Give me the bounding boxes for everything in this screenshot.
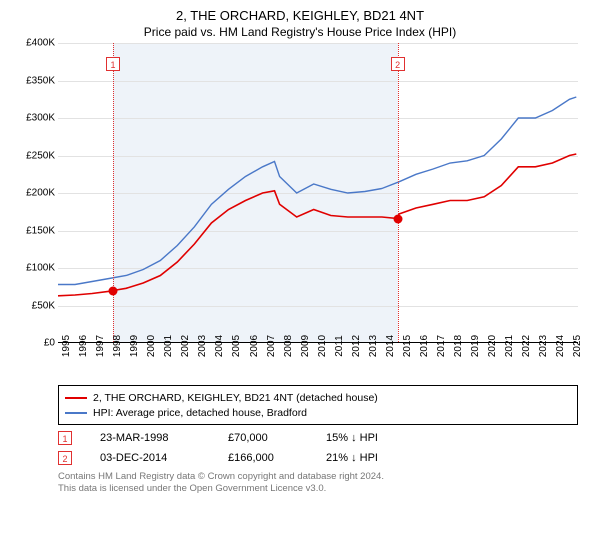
sale-diff: 21% ↓ HPI [326,452,426,464]
sale-marker: 2 [58,451,72,465]
legend-label: 2, THE ORCHARD, KEIGHLEY, BD21 4NT (deta… [93,392,378,404]
sale-price: £166,000 [228,452,298,464]
legend-item: 2, THE ORCHARD, KEIGHLEY, BD21 4NT (deta… [65,390,571,405]
sale-price: £70,000 [228,432,298,444]
series-line [58,154,576,296]
series-line [58,97,576,285]
y-axis-tick-label: £0 [10,338,55,349]
x-axis-tick-label: 2015 [402,335,413,357]
x-axis-tick-label: 2025 [572,335,583,357]
x-axis-tick-label: 2016 [419,335,430,357]
x-axis-tick-label: 2023 [538,335,549,357]
plot-region: 12 [58,43,578,343]
y-axis-tick-label: £300K [10,113,55,124]
x-axis-tick-label: 2014 [385,335,396,357]
x-axis-tick-label: 2001 [163,335,174,357]
x-axis-tick-label: 2011 [334,335,345,357]
sale-row: 1 23-MAR-1998 £70,000 15% ↓ HPI [58,431,590,445]
chart-container: 2, THE ORCHARD, KEIGHLEY, BD21 4NT Price… [0,0,600,504]
x-axis-tick-label: 1996 [78,335,89,357]
x-axis-tick-label: 2017 [436,335,447,357]
chart-title: 2, THE ORCHARD, KEIGHLEY, BD21 4NT [10,8,590,23]
x-axis-tick-label: 2020 [487,335,498,357]
x-axis-tick-label: 2012 [351,335,362,357]
legend-swatch [65,412,87,414]
x-axis-tick-label: 2019 [470,335,481,357]
sale-event-marker: 1 [106,57,120,71]
x-axis-tick-label: 2013 [368,335,379,357]
x-axis-tick-label: 1998 [112,335,123,357]
sale-event-marker: 2 [391,57,405,71]
sale-row: 2 03-DEC-2014 £166,000 21% ↓ HPI [58,451,590,465]
y-axis-tick-label: £250K [10,150,55,161]
sale-dot [393,214,402,223]
x-axis-tick-label: 2007 [266,335,277,357]
x-axis-tick-label: 1995 [61,335,72,357]
y-axis-tick-label: £200K [10,188,55,199]
x-axis-tick-label: 2021 [504,335,515,357]
sale-date: 03-DEC-2014 [100,452,200,464]
sale-date: 23-MAR-1998 [100,432,200,444]
legend: 2, THE ORCHARD, KEIGHLEY, BD21 4NT (deta… [58,385,578,425]
x-axis-tick-label: 2009 [300,335,311,357]
footer-line: Contains HM Land Registry data © Crown c… [58,471,578,483]
sale-dot [109,286,118,295]
sale-diff: 15% ↓ HPI [326,432,426,444]
x-axis-tick-label: 2006 [249,335,260,357]
x-axis-tick-label: 2018 [453,335,464,357]
y-axis-tick-label: £350K [10,75,55,86]
x-axis-tick-label: 2010 [317,335,328,357]
y-axis-tick-label: £100K [10,263,55,274]
chart-area: £0£50K£100K£150K£200K£250K£300K£350K£400… [10,43,590,383]
x-axis-tick-label: 2003 [197,335,208,357]
sale-event-line [398,43,399,342]
sales-table: 1 23-MAR-1998 £70,000 15% ↓ HPI 2 03-DEC… [58,431,590,465]
x-axis-tick-label: 2000 [146,335,157,357]
x-axis-tick-label: 2022 [521,335,532,357]
line-series-svg [58,43,578,343]
x-axis-tick-label: 2005 [231,335,242,357]
sale-marker: 1 [58,431,72,445]
legend-swatch [65,397,87,399]
sale-event-line [113,43,114,342]
x-axis-tick-label: 2004 [214,335,225,357]
legend-item: HPI: Average price, detached house, Brad… [65,405,571,420]
y-axis-tick-label: £50K [10,300,55,311]
legend-label: HPI: Average price, detached house, Brad… [93,407,307,419]
x-axis-tick-label: 2002 [180,335,191,357]
x-axis-tick-label: 2024 [555,335,566,357]
attribution-footer: Contains HM Land Registry data © Crown c… [58,471,578,496]
y-axis-tick-label: £150K [10,225,55,236]
x-axis-tick-label: 1997 [95,335,106,357]
y-axis-tick-label: £400K [10,38,55,49]
footer-line: This data is licensed under the Open Gov… [58,483,578,495]
title-block: 2, THE ORCHARD, KEIGHLEY, BD21 4NT Price… [10,8,590,39]
chart-subtitle: Price paid vs. HM Land Registry's House … [10,25,590,39]
x-axis-tick-label: 1999 [129,335,140,357]
x-axis-tick-label: 2008 [283,335,294,357]
